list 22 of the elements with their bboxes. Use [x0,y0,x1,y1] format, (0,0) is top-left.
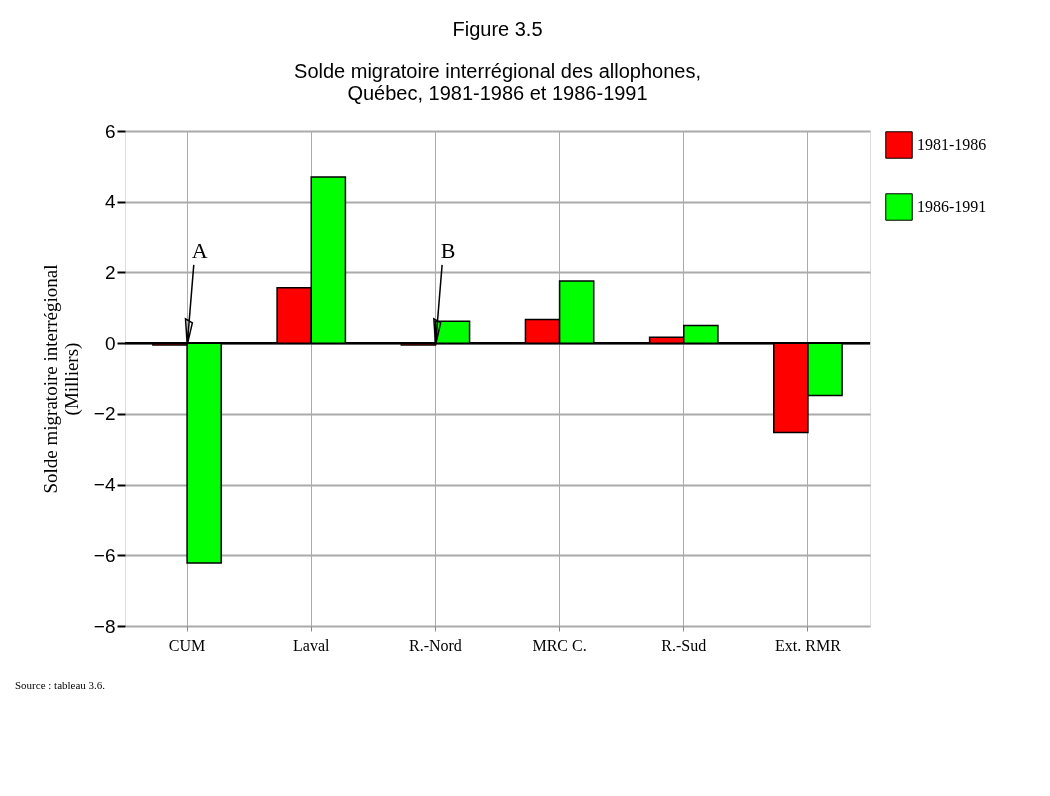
y-axis-title: Solde migratoire interrégional (Milliers) [39,264,83,494]
annotation: A [191,237,208,263]
legend-label: 1981-1986 [917,136,987,153]
x-tick-label: CUM [168,636,206,654]
x-tick-label: Ext. RMR [775,636,842,654]
x-tick-label: Laval [293,636,331,654]
y-tick-label: −2 [93,403,116,425]
annotation: B [440,237,456,263]
y-tick-label: −4 [93,474,116,496]
chart-title: Figure 3.5 [452,18,543,40]
y-tick-label: 4 [104,191,116,213]
x-tick-label: MRC C. [532,636,587,654]
source-note: Source : tableau 3.6. [15,679,106,691]
x-tick-label: R.-Nord [408,636,462,654]
y-tick-label: 6 [104,120,116,142]
y-tick-label: 0 [104,332,116,354]
chart-subtitle: Solde migratoire interrégional des allophones, Québec, 1981-1986 et 1986-1991 [294,60,701,104]
y-tick-label: 2 [104,261,116,283]
y-tick-label: −6 [93,544,116,566]
y-tick-label: −8 [93,615,116,637]
legend-label: 1986-1991 [917,198,987,215]
x-tick-label: R.-Sud [661,636,707,654]
